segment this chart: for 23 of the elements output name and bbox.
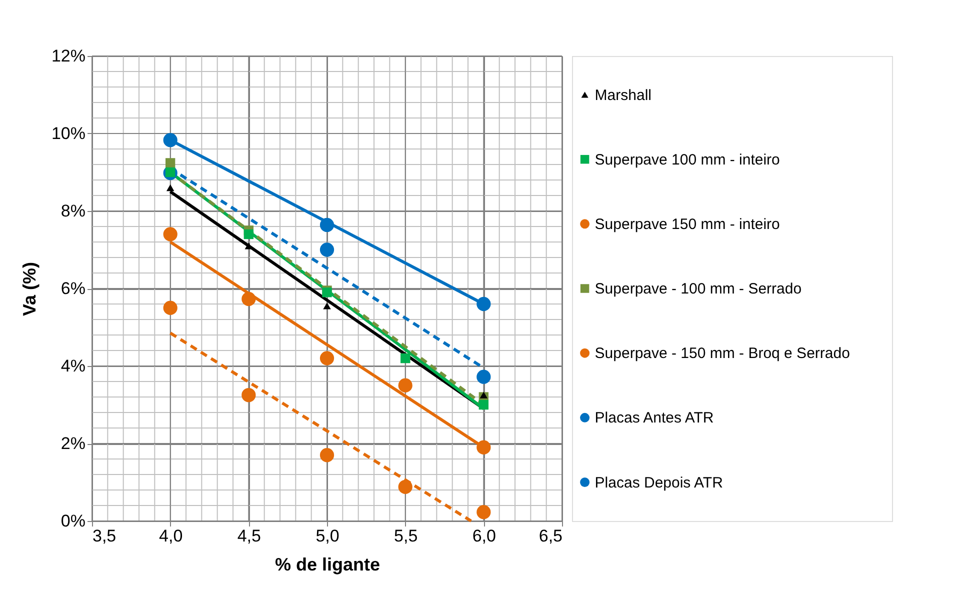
y-axis-title: Va (%) <box>19 262 40 316</box>
x-tick-label: 6,5 <box>538 526 562 546</box>
y-tick-label: 8% <box>60 202 86 220</box>
x-tick-label: 3,5 <box>92 526 116 546</box>
legend-label: Placas Depois ATR <box>594 474 724 492</box>
legend-label: Superpave - 100 mm - Serrado <box>594 280 802 298</box>
legend-label: Superpave - 150 mm - Broq e Serrado <box>594 345 850 362</box>
x-tick-label: 6,0 <box>472 526 496 546</box>
legend-label: Superpave 100 mm - inteiro <box>594 151 780 168</box>
y-tick-label: 0% <box>60 512 86 530</box>
legend-label: Placas Antes ATR <box>594 410 714 427</box>
legend-label: Marshall <box>594 86 652 104</box>
y-tick-label: 4% <box>60 356 86 376</box>
x-tick-label: 4,5 <box>237 526 261 546</box>
y-tick-label: 6% <box>60 279 86 298</box>
y-tick-label: 2% <box>60 434 86 453</box>
x-tick-label: 4,0 <box>159 526 183 546</box>
x-tick-label: 5,5 <box>394 526 418 546</box>
x-tick-label: 5,0 <box>316 526 340 546</box>
legend-label: Superpave 150 mm - inteiro <box>594 216 780 233</box>
y-tick-label: 10% <box>51 124 86 143</box>
y-tick-label: 12% <box>51 46 86 66</box>
x-axis-title: % de ligante <box>274 554 380 574</box>
